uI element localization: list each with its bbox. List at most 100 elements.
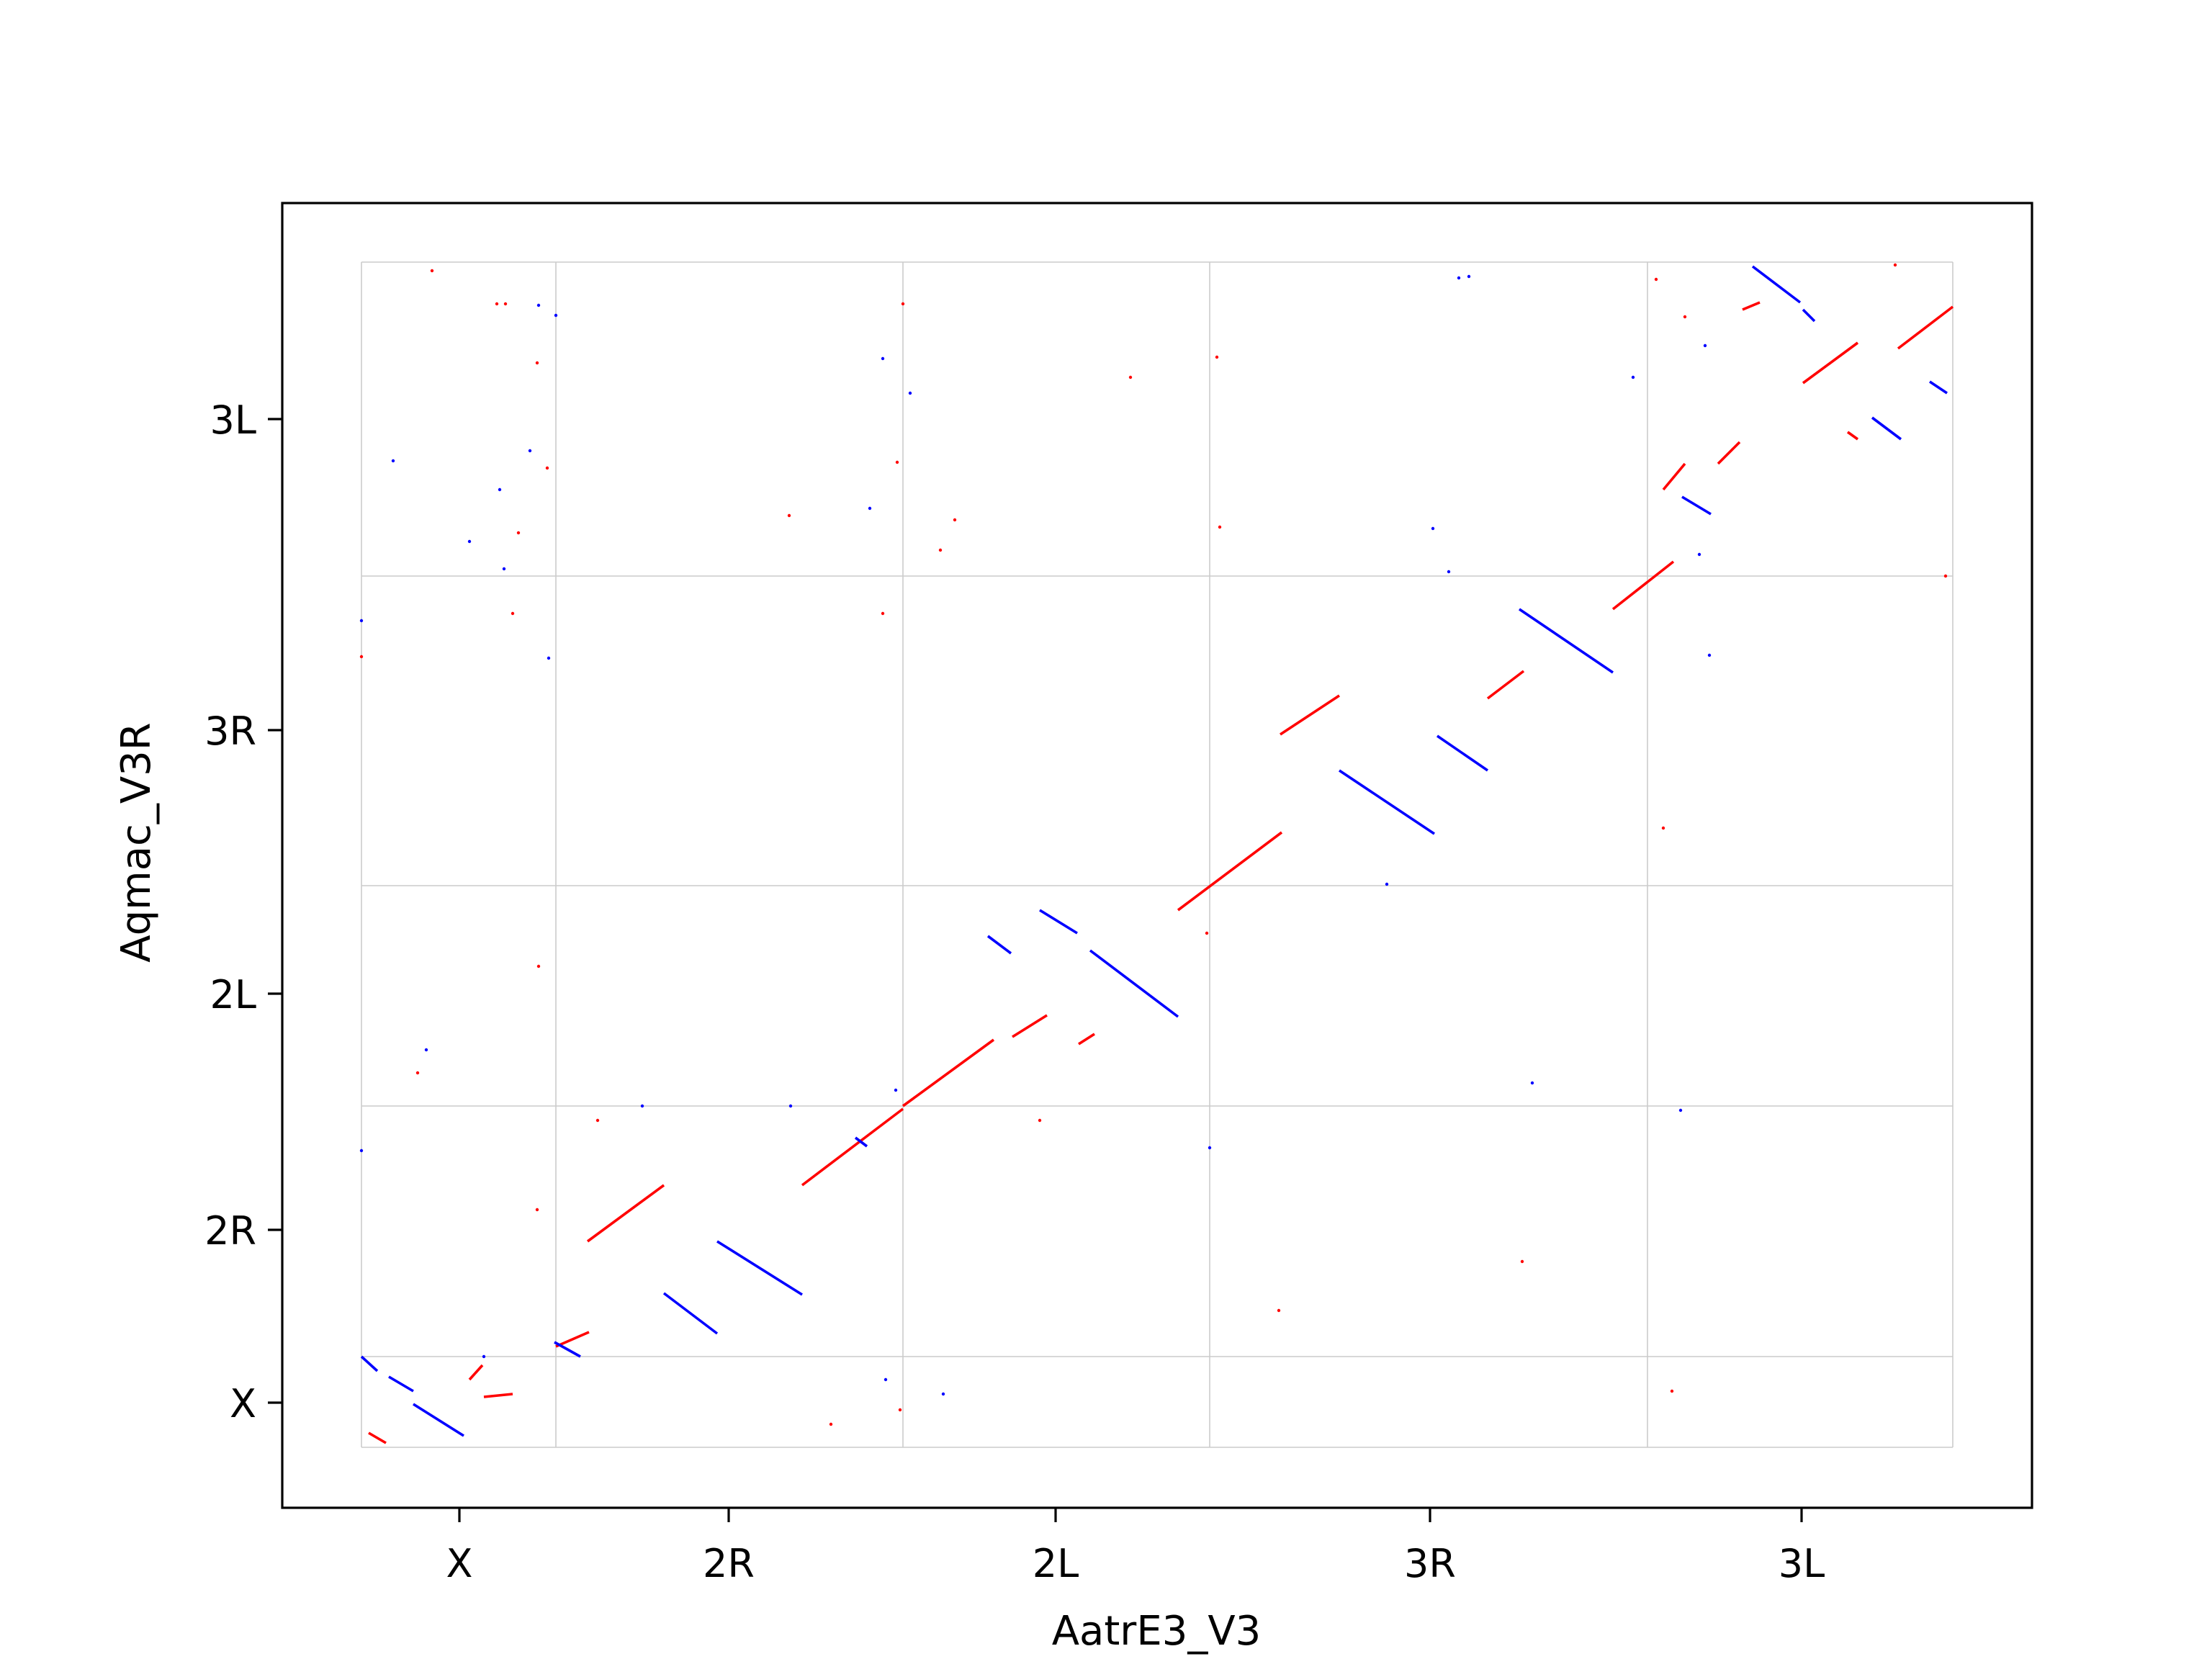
alignment-dot <box>640 1104 644 1108</box>
alignment-dot <box>1943 574 1948 578</box>
alignment-dot <box>1385 882 1389 886</box>
alignment-dot <box>430 269 434 273</box>
x-tick-label: 2R <box>703 1541 755 1586</box>
alignment-segment <box>1486 670 1525 700</box>
alignment-dot <box>1520 1259 1524 1264</box>
alignment-segment <box>986 935 1012 955</box>
alignment-dot <box>1703 343 1707 348</box>
alignment-segment <box>1339 769 1435 835</box>
alignment-segment <box>902 1038 995 1107</box>
alignment-segment <box>1897 305 1954 350</box>
alignment-segment <box>1518 608 1614 674</box>
alignment-dot <box>424 1048 428 1052</box>
alignment-dot <box>1670 1389 1674 1393</box>
alignment-segment <box>662 1292 719 1335</box>
alignment-dot <box>894 1088 898 1092</box>
y-tick-label: 3R <box>204 709 256 754</box>
alignment-segment <box>483 1393 513 1398</box>
alignment-dot <box>1038 1118 1042 1123</box>
alignment-dot <box>901 302 905 306</box>
x-tick-label: 3L <box>1779 1541 1825 1586</box>
alignment-dot <box>359 619 364 623</box>
alignment-dot <box>359 655 364 659</box>
alignment-segment <box>360 1355 379 1372</box>
alignment-dot <box>1530 1081 1534 1085</box>
alignment-segment <box>1078 1033 1095 1046</box>
alignment-dot <box>495 302 499 306</box>
alignment-dot <box>595 1118 600 1123</box>
alignment-segment <box>854 1136 868 1148</box>
alignment-dot <box>1661 826 1665 830</box>
x-tick-label: 2L <box>1033 1541 1079 1586</box>
alignment-segment <box>1846 431 1859 441</box>
alignment-dot <box>1707 653 1712 657</box>
alignment-dot <box>1631 375 1635 379</box>
alignment-dot <box>1128 375 1133 379</box>
alignment-dot <box>1678 1108 1683 1112</box>
alignment-dot <box>1208 1146 1212 1150</box>
alignment-dot <box>829 1422 833 1426</box>
alignment-segment <box>1929 380 1948 395</box>
alignment-dot <box>1431 526 1435 531</box>
alignment-dot <box>536 964 541 968</box>
alignment-segment <box>555 1331 590 1348</box>
alignment-segment <box>1012 1014 1048 1038</box>
alignment-segment <box>1039 909 1078 935</box>
alignment-segment <box>1681 495 1712 516</box>
alignment-segment <box>1751 265 1802 304</box>
alignment-dot <box>1205 931 1209 935</box>
alignment-dot <box>898 1408 902 1412</box>
alignment-dot <box>1215 355 1219 359</box>
alignment-dot <box>1697 552 1701 557</box>
alignment-dot <box>1654 277 1658 282</box>
alignment-segment <box>368 1431 387 1444</box>
y-tick-label: 2R <box>204 1208 256 1254</box>
alignment-dot <box>953 518 957 522</box>
alignment-dot <box>1467 274 1471 279</box>
y-tick-label: 2L <box>210 972 256 1017</box>
alignment-segment <box>1802 341 1859 385</box>
y-tick-label: 3L <box>210 397 256 443</box>
alignment-dot <box>536 303 541 307</box>
alignment-dot <box>482 1354 486 1359</box>
alignment-dot <box>788 1104 793 1108</box>
x-axis-label: AatrE3_V3 <box>1052 1608 1262 1655</box>
alignment-dot <box>881 611 885 616</box>
alignment-segment <box>801 1107 904 1187</box>
alignment-dot <box>884 1377 888 1382</box>
y-tick-label: X <box>230 1381 256 1426</box>
alignment-segment <box>388 1375 414 1393</box>
alignment-segment <box>1436 734 1489 772</box>
alignment-dot <box>415 1071 420 1075</box>
alignment-segment <box>1871 416 1902 441</box>
y-axis-label: Aqmac_V3R <box>113 722 160 962</box>
alignment-segment <box>1742 301 1761 311</box>
alignment-segment <box>413 1403 464 1437</box>
alignment-dot <box>498 487 502 492</box>
alignment-dot <box>528 449 532 453</box>
alignment-dot <box>511 611 515 616</box>
alignment-dot <box>881 356 885 361</box>
alignment-dot <box>1683 315 1687 319</box>
alignment-segment <box>1089 949 1179 1018</box>
alignment-dot <box>467 539 472 544</box>
alignment-dot <box>938 548 943 552</box>
alignment-dot <box>502 567 506 571</box>
alignment-dot <box>1893 263 1897 267</box>
alignment-segment <box>1177 831 1283 912</box>
x-tick-label: X <box>446 1541 473 1586</box>
alignment-dot <box>545 466 549 470</box>
alignment-segment <box>468 1364 484 1381</box>
alignment-segment <box>1717 441 1741 465</box>
alignment-segment <box>716 1240 803 1296</box>
alignment-dot <box>359 1148 364 1153</box>
alignment-dot <box>1447 570 1451 574</box>
plot-frame <box>281 202 2033 1509</box>
alignment-dot <box>1218 525 1222 529</box>
alignment-dot <box>787 513 791 518</box>
x-tick-label: 3R <box>1404 1541 1456 1586</box>
alignment-segment <box>554 1341 581 1358</box>
alignment-dot <box>1277 1308 1281 1313</box>
alignment-dot <box>895 460 899 464</box>
